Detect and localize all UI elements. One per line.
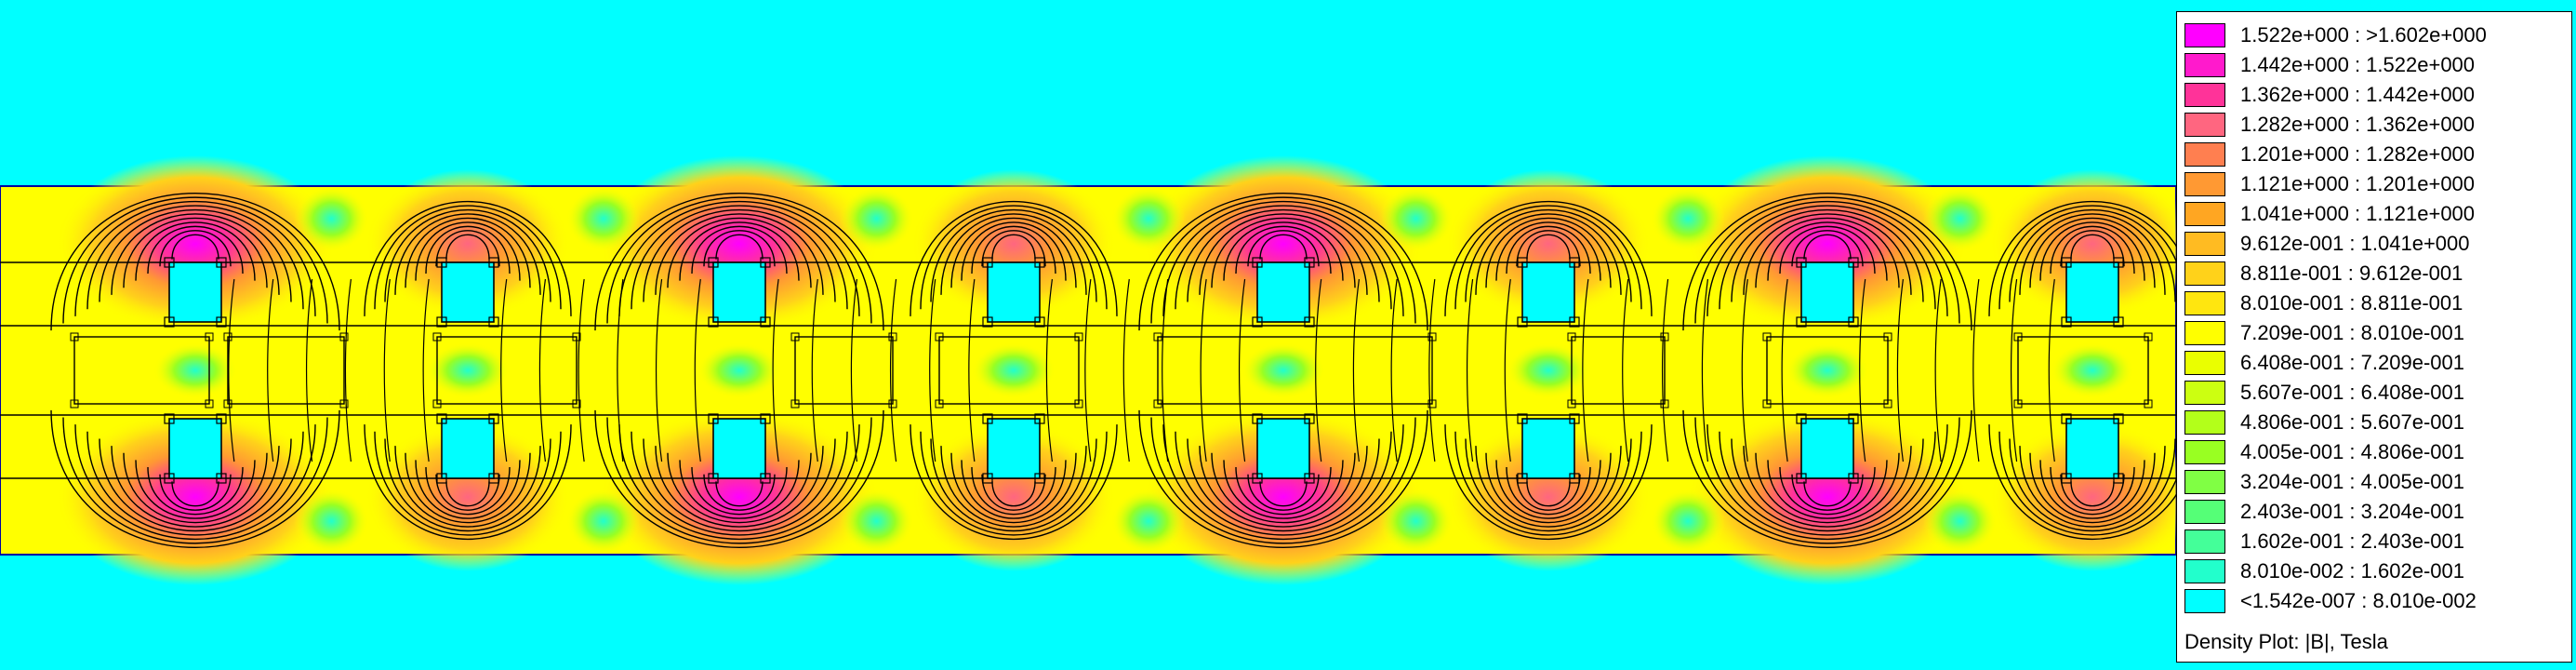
legend-swatch xyxy=(2184,500,2225,524)
slot-lower xyxy=(169,419,221,478)
legend-swatch xyxy=(2184,113,2225,137)
legend-entry: 1.121e+000 : 1.201e+000 xyxy=(2184,168,2566,198)
cool-spot xyxy=(840,186,914,251)
legend-entry: 3.204e-001 : 4.005e-001 xyxy=(2184,466,2566,496)
cool-spot xyxy=(1786,342,1869,398)
legend-range-label: 4.005e-001 : 4.806e-001 xyxy=(2240,440,2464,464)
legend-entry: 2.403e-001 : 3.204e-001 xyxy=(2184,496,2566,526)
slot-lower xyxy=(988,419,1040,478)
legend-range-label: 1.362e+000 : 1.442e+000 xyxy=(2240,83,2475,107)
legend-entry: 1.442e+000 : 1.522e+000 xyxy=(2184,49,2566,79)
legend-entry: <1.542e-007 : 8.010e-002 xyxy=(2184,585,2566,615)
cool-spot xyxy=(1507,342,1590,398)
legend-entry: 1.362e+000 : 1.442e+000 xyxy=(2184,79,2566,109)
legend-swatch xyxy=(2184,261,2225,286)
slot-upper xyxy=(442,262,494,322)
cool-spot xyxy=(426,342,510,398)
legend-range-label: 1.522e+000 : >1.602e+000 xyxy=(2240,23,2487,47)
legend-swatch xyxy=(2184,321,2225,345)
legend-range-label: 8.010e-001 : 8.811e-001 xyxy=(2240,291,2463,315)
legend-entry: 7.209e-001 : 8.010e-001 xyxy=(2184,317,2566,347)
slot-upper xyxy=(1257,262,1309,322)
slot-upper xyxy=(2066,262,2118,322)
slot-lower xyxy=(1522,419,1574,478)
legend-swatch xyxy=(2184,291,2225,315)
legend-swatch xyxy=(2184,470,2225,494)
legend-entry: 1.522e+000 : >1.602e+000 xyxy=(2184,20,2566,49)
legend-swatch xyxy=(2184,53,2225,77)
legend-entry: 8.010e-002 : 1.602e-001 xyxy=(2184,556,2566,585)
slot-upper xyxy=(169,262,221,322)
legend-entry: 1.602e-001 : 2.403e-001 xyxy=(2184,526,2566,556)
legend-range-label: 8.811e-001 : 9.612e-001 xyxy=(2240,261,2463,286)
legend-swatch xyxy=(2184,83,2225,107)
legend-entry: 1.201e+000 : 1.282e+000 xyxy=(2184,139,2566,168)
legend-swatch xyxy=(2184,142,2225,167)
legend-swatch xyxy=(2184,440,2225,464)
legend-range-label: 3.204e-001 : 4.005e-001 xyxy=(2240,470,2464,494)
cool-spot xyxy=(2051,342,2134,398)
legend-entry: 5.607e-001 : 6.408e-001 xyxy=(2184,377,2566,407)
legend-swatch xyxy=(2184,232,2225,256)
legend-swatch xyxy=(2184,202,2225,226)
cool-spot xyxy=(972,342,1056,398)
slot-lower xyxy=(442,419,494,478)
legend-entry: 6.408e-001 : 7.209e-001 xyxy=(2184,347,2566,377)
legend-caption: Density Plot: |B|, Tesla xyxy=(2184,630,2388,654)
cool-spot xyxy=(295,186,369,251)
density-legend: 1.522e+000 : >1.602e+000 1.442e+000 : 1.5… xyxy=(2176,11,2572,663)
legend-range-label: 5.607e-001 : 6.408e-001 xyxy=(2240,381,2464,405)
slot-upper xyxy=(713,262,765,322)
cool-spot xyxy=(295,489,369,554)
legend-range-label: 1.442e+000 : 1.522e+000 xyxy=(2240,53,2475,77)
cool-spot xyxy=(697,342,781,398)
cool-spot xyxy=(1242,342,1325,398)
legend-entry: 1.041e+000 : 1.121e+000 xyxy=(2184,198,2566,228)
legend-swatch xyxy=(2184,410,2225,435)
cool-spot xyxy=(840,489,914,554)
legend-range-label: 4.806e-001 : 5.607e-001 xyxy=(2240,410,2464,435)
legend-entry: 8.010e-001 : 8.811e-001 xyxy=(2184,288,2566,317)
legend-swatch xyxy=(2184,172,2225,196)
legend-range-label: 1.121e+000 : 1.201e+000 xyxy=(2240,172,2475,196)
legend-swatch xyxy=(2184,529,2225,554)
legend-range-label: 2.403e-001 : 3.204e-001 xyxy=(2240,500,2464,524)
legend-range-label: 1.602e-001 : 2.403e-001 xyxy=(2240,529,2464,554)
legend-entry: 1.282e+000 : 1.362e+000 xyxy=(2184,109,2566,139)
cool-spot xyxy=(1111,186,1186,251)
cool-spot xyxy=(566,489,641,554)
legend-range-label: 6.408e-001 : 7.209e-001 xyxy=(2240,351,2464,375)
slot-upper xyxy=(1522,262,1574,322)
legend-range-label: 1.201e+000 : 1.282e+000 xyxy=(2240,142,2475,167)
cool-spot xyxy=(1379,186,1454,251)
slot-lower xyxy=(1801,419,1853,478)
cool-spot xyxy=(1923,489,1998,554)
legend-range-label: 1.282e+000 : 1.362e+000 xyxy=(2240,113,2475,137)
slot-lower xyxy=(1257,419,1309,478)
legend-swatch xyxy=(2184,559,2225,583)
cool-spot xyxy=(1923,186,1998,251)
slot-upper xyxy=(988,262,1040,322)
legend-entry: 4.005e-001 : 4.806e-001 xyxy=(2184,436,2566,466)
legend-range-label: 1.041e+000 : 1.121e+000 xyxy=(2240,202,2475,226)
legend-entry: 9.612e-001 : 1.041e+000 xyxy=(2184,228,2566,258)
slot-lower xyxy=(713,419,765,478)
legend-swatch xyxy=(2184,23,2225,47)
legend-range-label: 9.612e-001 : 1.041e+000 xyxy=(2240,232,2470,256)
slot-lower xyxy=(2066,419,2118,478)
legend-range-label: 8.010e-002 : 1.602e-001 xyxy=(2240,559,2464,583)
cool-spot xyxy=(1111,489,1186,554)
cool-spot xyxy=(566,186,641,251)
cool-spot xyxy=(1379,489,1454,554)
legend-range-label: <1.542e-007 : 8.010e-002 xyxy=(2240,589,2476,613)
legend-entry: 4.806e-001 : 5.607e-001 xyxy=(2184,407,2566,436)
slot-upper xyxy=(1801,262,1853,322)
legend-swatch xyxy=(2184,381,2225,405)
legend-swatch xyxy=(2184,351,2225,375)
legend-range-label: 7.209e-001 : 8.010e-001 xyxy=(2240,321,2464,345)
cool-spot xyxy=(153,342,237,398)
legend-entry: 8.811e-001 : 9.612e-001 xyxy=(2184,258,2566,288)
legend-swatch xyxy=(2184,589,2225,613)
